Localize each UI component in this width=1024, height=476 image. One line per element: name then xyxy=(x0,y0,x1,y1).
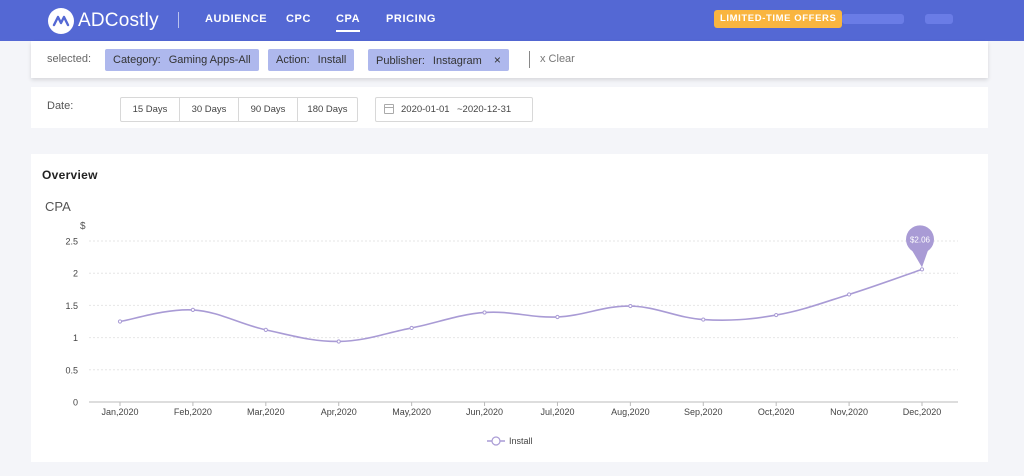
legend-swatch-marker xyxy=(491,436,501,446)
range-90-days-button[interactable]: 90 Days xyxy=(239,98,298,121)
range-180-days-button[interactable]: 180 Days xyxy=(307,104,348,115)
logo[interactable]: ADCostly xyxy=(48,8,159,34)
data-point xyxy=(846,292,852,297)
calendar-icon xyxy=(384,104,394,114)
data-point xyxy=(919,267,925,272)
y-tick-label: 0 xyxy=(73,398,78,408)
date-range-selector: 15 Days 30 Days 90 Days 180 Days xyxy=(120,97,358,122)
account-link[interactable] xyxy=(842,14,904,24)
cpa-line-chart: CPA $0 0.5 1 1.5 2 2.5 Jan,2020 Feb,2020 Mar,2020… xyxy=(45,199,958,446)
chip-value: Install xyxy=(317,54,347,66)
x-tick-label: Mar,2020 xyxy=(247,407,285,417)
logo-icon xyxy=(48,8,74,34)
x-tick-label: Feb,2020 xyxy=(174,407,212,417)
clear-divider xyxy=(529,51,530,68)
filter-bar: selected: Category: Gaming Apps-All Actio… xyxy=(31,41,988,78)
date-range-picker[interactable]: 2020-01-01 ~2020-12-31 xyxy=(375,97,533,122)
x-tick-label: Dec,2020 xyxy=(903,407,942,417)
x-tick-label: May,2020 xyxy=(392,407,431,417)
nav-cpa[interactable]: CPA xyxy=(336,13,361,32)
date-label: Date: xyxy=(47,100,74,112)
date-bar: Date: 15 Days 30 Days 90 Days 180 Days 2… xyxy=(31,87,988,128)
date-end: ~2020-12-31 xyxy=(457,104,512,115)
overview-title: Overview xyxy=(42,168,98,182)
nav-divider xyxy=(178,12,179,28)
chip-value: Gaming Apps-All xyxy=(168,54,251,66)
data-point xyxy=(336,339,341,344)
login-link[interactable] xyxy=(925,14,953,24)
y-tick-label: 2 xyxy=(73,269,78,279)
limited-offers-button[interactable]: LIMITED-TIME OFFERS xyxy=(714,10,843,28)
chart-title: CPA xyxy=(45,199,71,214)
data-point xyxy=(555,314,560,320)
annotation-label: $2.06 xyxy=(910,235,931,244)
data-point xyxy=(263,327,268,332)
x-tick-label: Oct,2020 xyxy=(758,407,795,417)
selected-label: selected: xyxy=(47,53,92,65)
top-nav: ADCostly AUDIENCE CPC CPA PRICING LIMITE… xyxy=(0,0,1024,41)
data-point xyxy=(190,307,196,313)
data-point xyxy=(409,325,414,331)
x-tick-label: Jan,2020 xyxy=(101,407,138,417)
y-tick-label: 1.5 xyxy=(65,301,78,311)
y-tick-label: 1 xyxy=(73,333,78,343)
overview-card: Overview CPA $0 0.5 1 1.5 2 2.5 Jan,2020 Feb,202… xyxy=(31,154,988,462)
y-axis-unit: $ xyxy=(80,221,86,232)
filter-chip-publisher[interactable]: Publisher: Instagram × xyxy=(368,49,509,71)
x-tick-label: Sep,2020 xyxy=(684,407,723,417)
annotation-pin xyxy=(906,225,934,254)
remove-filter-icon[interactable]: × xyxy=(493,53,501,67)
filter-chip-category[interactable]: Category: Gaming Apps-All xyxy=(105,49,259,71)
data-point xyxy=(774,312,779,318)
x-tick-label: Aug,2020 xyxy=(611,407,650,417)
y-tick-label: 0.5 xyxy=(65,365,78,375)
data-point xyxy=(117,319,123,324)
nav-audience[interactable]: AUDIENCE xyxy=(205,13,268,25)
series-line-install xyxy=(119,268,923,343)
chip-value: Instagram xyxy=(432,55,482,67)
data-point xyxy=(482,310,487,315)
filter-chip-action[interactable]: Action: Install xyxy=(268,49,355,71)
chip-key: Action: xyxy=(276,54,310,66)
range-30-days-button[interactable]: 30 Days xyxy=(180,98,239,121)
date-start: 2020-01-01 xyxy=(401,104,450,115)
chip-key: Publisher: xyxy=(376,55,425,67)
chip-key: Category: xyxy=(113,54,161,66)
x-tick-label: Nov,2020 xyxy=(830,407,868,417)
x-tick-label: Jun,2020 xyxy=(466,407,503,417)
x-tick-label: Jul,2020 xyxy=(540,407,574,417)
nav-cpc[interactable]: CPC xyxy=(286,13,312,25)
brand-name: ADCostly xyxy=(78,10,159,31)
legend-label-install: Install xyxy=(509,436,533,446)
range-15-days-button[interactable]: 15 Days xyxy=(121,98,180,121)
clear-filters-button[interactable]: x Clear xyxy=(540,53,575,65)
data-point xyxy=(701,317,706,322)
nav-pricing[interactable]: PRICING xyxy=(386,13,437,25)
data-point xyxy=(628,303,633,309)
x-tick-label: Apr,2020 xyxy=(321,407,357,417)
annotation-pin-tail xyxy=(912,250,928,268)
y-tick-label: 2.5 xyxy=(65,237,78,247)
